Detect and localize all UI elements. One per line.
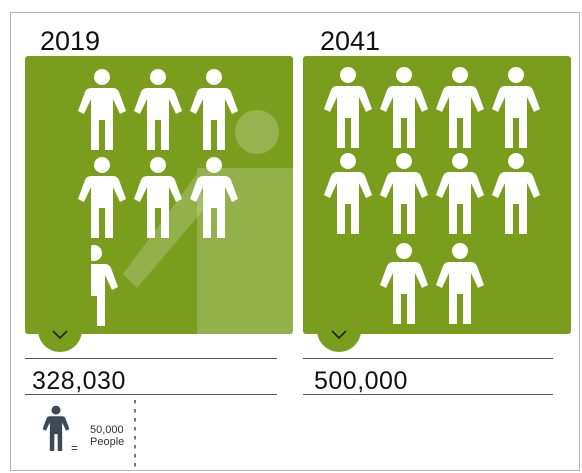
chevron-down-icon <box>52 330 68 340</box>
person-icon-2019-4 <box>77 156 127 238</box>
legend-person-icon <box>42 405 70 451</box>
population-value-2041: 500,000 <box>314 367 408 395</box>
population-panel-2041 <box>303 56 571 334</box>
person-icon-2041-10 <box>435 242 485 324</box>
divider-bottom-2019 <box>25 394 277 395</box>
legend-unit: People <box>90 436 125 448</box>
year-label-2019: 2019 <box>40 26 101 56</box>
person-icon-2019-3 <box>189 68 239 150</box>
divider-top-2019 <box>25 358 277 359</box>
person-icon-2041-8 <box>491 152 541 234</box>
person-icon-2019-5 <box>133 156 183 238</box>
person-icon-2041-5 <box>323 152 373 234</box>
person-icon-2041-7 <box>435 152 485 234</box>
person-icon-2019-1 <box>77 68 127 150</box>
year-label-2041: 2041 <box>320 26 381 56</box>
divider-bottom-2041 <box>303 394 553 395</box>
partial-person-icon-2019 <box>69 244 119 326</box>
expand-button-2019[interactable] <box>38 318 82 352</box>
person-icon-2041-3 <box>435 66 485 148</box>
legend-number: 50,000 <box>90 424 124 436</box>
person-icon-2041-9 <box>379 242 429 324</box>
expand-button-2041[interactable] <box>317 318 361 352</box>
person-icon-2019-2 <box>133 68 183 150</box>
infographic-frame <box>10 12 580 471</box>
person-icon-2041-2 <box>379 66 429 148</box>
population-panel-2019 <box>25 56 293 334</box>
chevron-down-icon <box>331 330 347 340</box>
divider-top-2041 <box>303 358 553 359</box>
population-value-2019: 328,030 <box>32 367 126 395</box>
person-icon-2041-6 <box>379 152 429 234</box>
person-icon-2041-4 <box>491 66 541 148</box>
person-icon-2019-6 <box>189 156 239 238</box>
person-icon-2041-1 <box>323 66 373 148</box>
legend-equals: = <box>71 441 79 455</box>
dotted-divider <box>134 400 136 472</box>
